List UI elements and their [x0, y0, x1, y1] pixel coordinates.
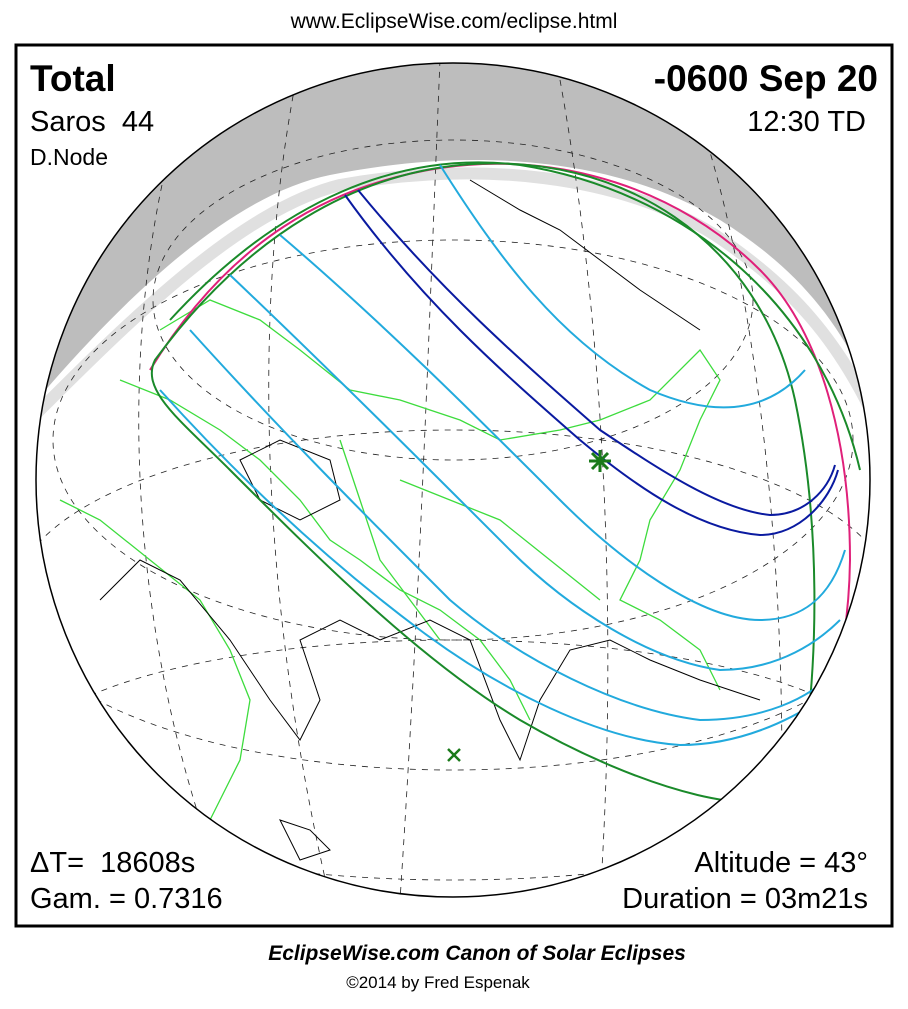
copyright: ©2014 by Fred Espenak	[346, 973, 530, 992]
sub-solar-marker	[447, 748, 461, 762]
saros: Saros 44	[30, 106, 154, 138]
altitude: Altitude = 43°	[694, 847, 868, 879]
time: 12:30 TD	[747, 106, 866, 138]
header-url: www.EclipseWise.com/eclipse.html	[290, 10, 618, 33]
gamma: Gam. = 0.7316	[30, 883, 223, 915]
coastlines	[99, 179, 761, 861]
footer-title: EclipseWise.com Canon of Solar Eclipses	[268, 942, 686, 965]
penumbral-contours	[159, 164, 846, 747]
totality-path	[344, 189, 839, 537]
night-shade	[36, 63, 870, 420]
penumbra-north	[169, 161, 861, 471]
globe-disc	[36, 63, 870, 897]
borders	[59, 299, 721, 821]
globe-outline	[35, 62, 871, 898]
delta-t: ΔT= 18608s	[30, 847, 195, 879]
node: D.Node	[30, 144, 108, 170]
greatest-eclipse-marker	[589, 450, 611, 472]
twilight-band	[36, 167, 870, 433]
eclipse-type: Total	[30, 58, 116, 99]
graticule	[36, 63, 870, 897]
date: -0600 Sep 20	[654, 58, 878, 99]
duration: Duration = 03m21s	[622, 883, 868, 915]
